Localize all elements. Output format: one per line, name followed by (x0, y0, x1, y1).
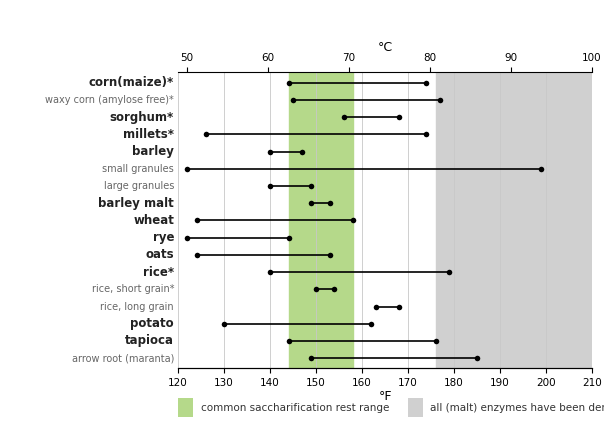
Text: rice*: rice* (143, 265, 174, 279)
Bar (289, 72, 353, 368)
Text: waxy corn (amylose free)*: waxy corn (amylose free)* (45, 95, 174, 105)
Text: barley malt: barley malt (98, 197, 174, 210)
Text: oats: oats (146, 248, 174, 262)
Text: millets*: millets* (123, 128, 174, 141)
Text: arrow root (maranta): arrow root (maranta) (72, 353, 174, 363)
Text: wheat: wheat (133, 214, 174, 227)
X-axis label: °C: °C (378, 41, 393, 54)
Text: rice, long grain: rice, long grain (100, 302, 174, 311)
Text: all (malt) enzymes have been denatured: all (malt) enzymes have been denatured (430, 403, 604, 413)
Bar (435, 72, 592, 368)
Text: small granules: small granules (102, 164, 174, 174)
Text: potato: potato (130, 317, 174, 330)
Text: sorghum*: sorghum* (110, 111, 174, 124)
Text: rice, short grain*: rice, short grain* (92, 284, 174, 294)
X-axis label: °F: °F (378, 390, 392, 403)
Text: large granules: large granules (104, 181, 174, 191)
Text: corn(maize)*: corn(maize)* (89, 76, 174, 89)
Text: barley: barley (132, 145, 174, 158)
Text: common saccharification rest range: common saccharification rest range (201, 403, 389, 413)
Text: tapioca: tapioca (125, 334, 174, 348)
Text: rye: rye (153, 231, 174, 244)
